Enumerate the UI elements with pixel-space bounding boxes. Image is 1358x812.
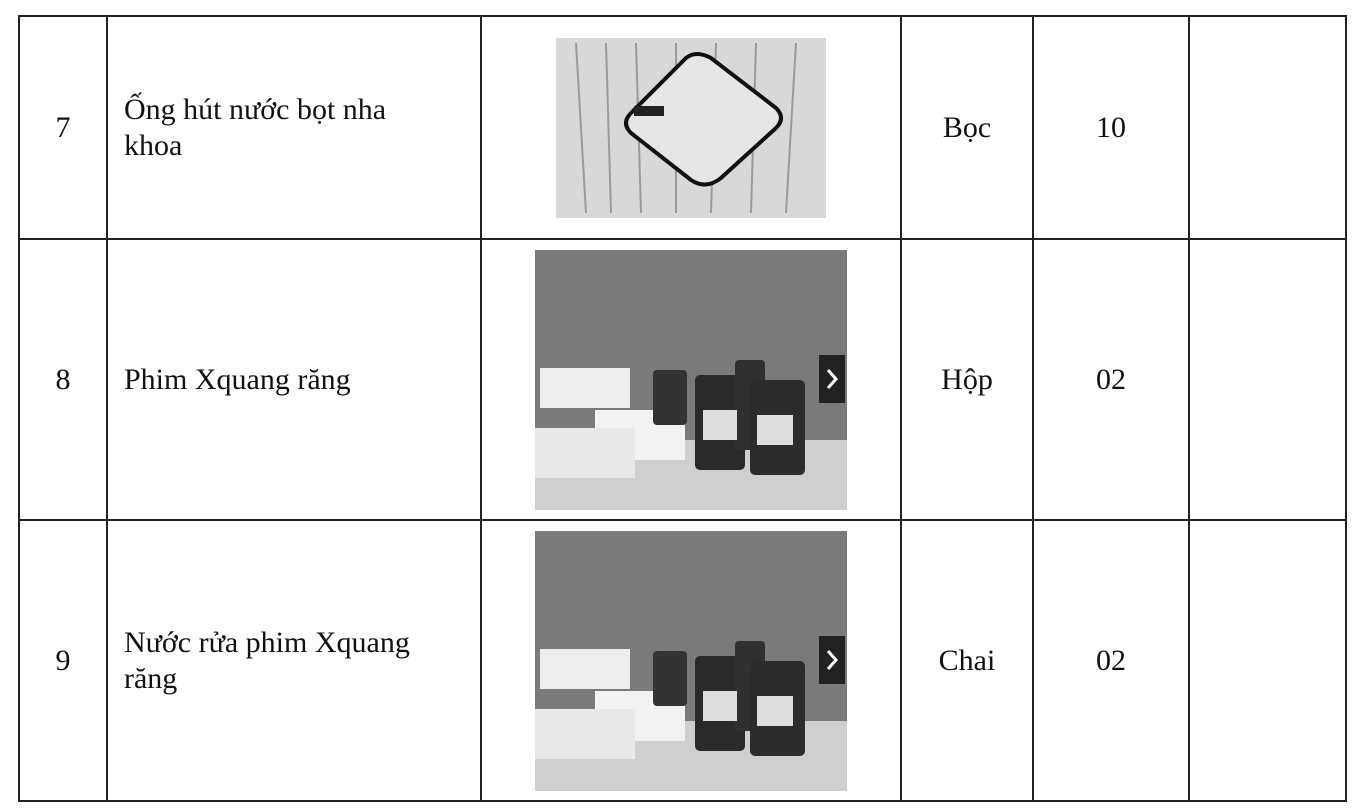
row-number: 9 <box>18 519 108 802</box>
saliva-ejector-photo <box>556 37 826 218</box>
xray-film-photo <box>535 249 847 510</box>
item-image-cell <box>480 15 902 240</box>
quantity: 10 <box>1032 15 1190 240</box>
note-cell <box>1188 15 1347 240</box>
developer-liquid-photo <box>535 530 847 791</box>
supply-table: 7 Ống hút nước bọt nha khoa Bọc 10 8 Phi… <box>18 15 1347 802</box>
table-row: 8 Phim Xquang răng Hộp 02 <box>18 238 1347 521</box>
item-name: Nước rửa phim Xquang răng <box>106 519 482 802</box>
unit: Chai <box>900 519 1034 802</box>
item-name: Ống hút nước bọt nha khoa <box>106 15 482 240</box>
table-row: 9 Nước rửa phim Xquang răng Chai 02 <box>18 519 1347 802</box>
note-cell <box>1188 519 1347 802</box>
unit: Hộp <box>900 238 1034 521</box>
row-number: 7 <box>18 15 108 240</box>
note-cell <box>1188 238 1347 521</box>
unit: Bọc <box>900 15 1034 240</box>
quantity: 02 <box>1032 238 1190 521</box>
row-number: 8 <box>18 238 108 521</box>
quantity: 02 <box>1032 519 1190 802</box>
item-image-cell <box>480 238 902 521</box>
table-row: 7 Ống hút nước bọt nha khoa Bọc 10 <box>18 15 1347 240</box>
item-name: Phim Xquang răng <box>106 238 482 521</box>
item-image-cell <box>480 519 902 802</box>
